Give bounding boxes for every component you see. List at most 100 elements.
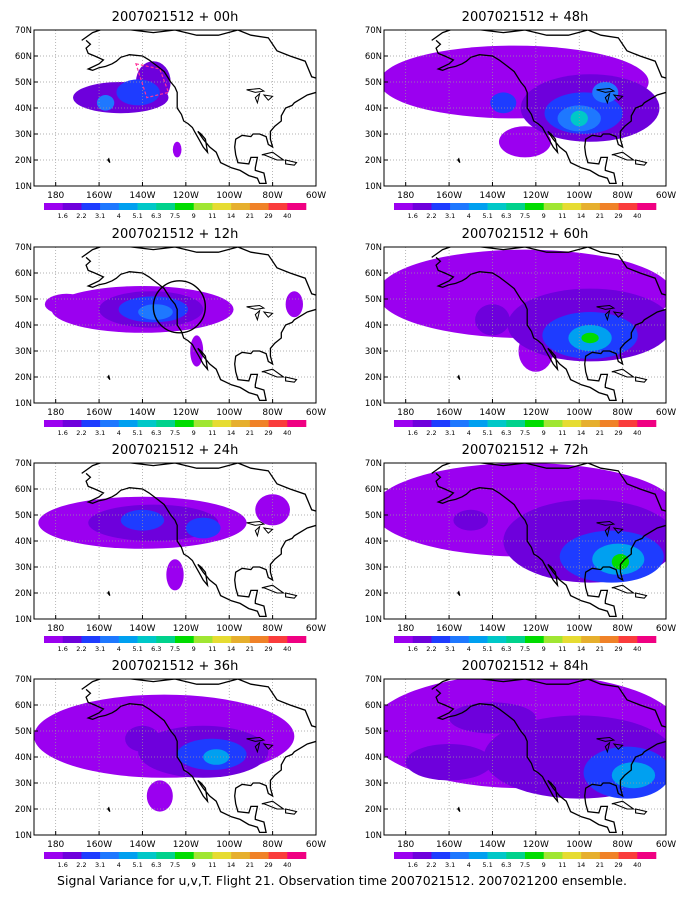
panel-title: 2007021512 + 24h [112, 443, 239, 458]
colorbar-segment [62, 420, 82, 427]
colorbar-label: 29 [614, 429, 622, 437]
colorbar-segment [100, 852, 120, 859]
colorbar-segment [581, 203, 601, 210]
variance-contour [490, 92, 517, 114]
y-tick-label: 60N [15, 485, 32, 495]
plot-area [34, 463, 332, 619]
colorbar-label: 7.5 [520, 861, 530, 869]
colorbar-label: 11 [208, 861, 216, 869]
colorbar-segment [193, 636, 213, 643]
colorbar-label: 2.2 [76, 645, 86, 653]
colorbar-segment [581, 852, 601, 859]
colorbar-segment [487, 852, 507, 859]
variance-contour [116, 79, 160, 106]
colorbar-segment [81, 636, 101, 643]
colorbar-segment [487, 420, 507, 427]
plot-area [34, 679, 316, 835]
lake [604, 92, 611, 105]
colorbar-segment [450, 636, 470, 643]
colorbar-segment [506, 852, 526, 859]
colorbar-segment [249, 852, 269, 859]
y-tick-label: 40N [15, 104, 32, 114]
y-tick-label: 50N [365, 295, 382, 305]
colorbar-label: 2.2 [426, 645, 436, 653]
colorbar-segment [412, 420, 432, 427]
colorbar-label: 2.2 [76, 861, 86, 869]
colorbar-label: 40 [283, 861, 291, 869]
colorbar-label: 21 [246, 645, 254, 653]
colorbar-segment [81, 203, 101, 210]
colorbar-label: 2.2 [76, 212, 86, 220]
colorbar-segment [412, 203, 432, 210]
x-tick-label: 60W [306, 624, 326, 634]
colorbar-segment [412, 636, 432, 643]
colorbar-label: 4 [467, 645, 471, 653]
variance-contour [255, 494, 290, 526]
x-tick-label: 120W [173, 191, 199, 201]
colorbar-label: 1.6 [58, 861, 68, 869]
colorbar-label: 6.3 [151, 861, 161, 869]
colorbar-segment [618, 852, 638, 859]
colorbar-segment [287, 203, 307, 210]
colorbar-segment [268, 636, 288, 643]
x-tick-label: 60W [656, 191, 676, 201]
x-tick-label: 80W [612, 408, 632, 418]
colorbar-label: 29 [264, 212, 272, 220]
coastline [431, 247, 666, 402]
colorbar-segment [506, 636, 526, 643]
colorbar-label: 4 [467, 212, 471, 220]
y-tick-label: 40N [15, 537, 32, 547]
colorbar-segment [431, 636, 451, 643]
colorbar-segment [468, 636, 488, 643]
colorbar-label: 6.3 [151, 645, 161, 653]
island [325, 512, 332, 522]
x-tick-label: 60W [306, 840, 326, 850]
colorbar-label: 7.5 [170, 429, 180, 437]
y-tick-label: 50N [15, 727, 32, 737]
y-tick-label: 10N [15, 399, 32, 409]
colorbar-segment [543, 420, 563, 427]
colorbar-label: 6.3 [501, 645, 511, 653]
colorbar-label: 3.1 [95, 429, 105, 437]
colorbar-label: 6.3 [501, 212, 511, 220]
y-tick-label: 70N [15, 26, 32, 36]
colorbar-segment [468, 420, 488, 427]
colorbar-label: 1.6 [58, 645, 68, 653]
island [325, 296, 332, 306]
colorbar-label: 9 [542, 429, 546, 437]
x-tick-label: 180 [47, 840, 64, 850]
colorbar-segment [212, 636, 232, 643]
y-tick-label: 40N [365, 104, 382, 114]
x-tick-label: 160W [436, 191, 462, 201]
colorbar-segment [62, 636, 82, 643]
island [635, 159, 648, 166]
coastline [431, 679, 666, 834]
x-tick-label: 60W [656, 408, 676, 418]
island [261, 584, 286, 594]
island [325, 79, 332, 89]
colorbar-label: 9 [192, 212, 196, 220]
variance-contour [581, 332, 599, 344]
colorbar-segment [44, 852, 64, 859]
y-tick-label: 10N [15, 182, 32, 192]
y-tick-label: 70N [365, 26, 382, 36]
y-tick-label: 60N [15, 269, 32, 279]
y-tick-label: 20N [15, 589, 32, 599]
colorbar-segment [193, 203, 213, 210]
colorbar-label: 9 [192, 645, 196, 653]
colorbar-label: 11 [558, 861, 566, 869]
variance-contour [96, 95, 115, 111]
island [457, 806, 461, 812]
panel: 2007021512 + 72h 70N 60N 50N 40N 30N 20N 10N 180… [365, 443, 676, 653]
x-tick-label: 120W [173, 840, 199, 850]
x-tick-label: 80W [262, 624, 282, 634]
x-tick-label: 180 [397, 191, 414, 201]
lake [604, 525, 611, 538]
variance-contour [44, 293, 89, 315]
island [635, 376, 648, 383]
y-tick-label: 40N [15, 753, 32, 763]
x-tick-label: 100W [566, 840, 592, 850]
island [675, 79, 682, 89]
y-tick-label: 60N [365, 701, 382, 711]
colorbar-label: 14 [577, 212, 585, 220]
